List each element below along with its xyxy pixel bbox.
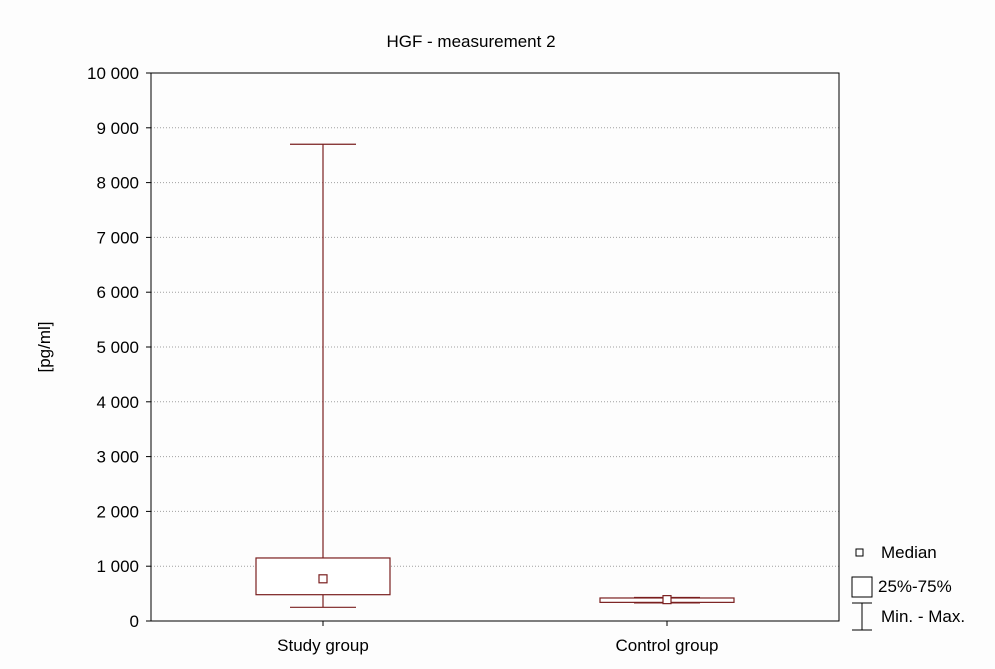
chart-title: HGF - measurement 2: [386, 32, 555, 51]
y-tick-label: 10 000: [87, 64, 139, 83]
y-tick-label: 7 000: [96, 228, 139, 247]
y-tick-label: 3 000: [96, 448, 139, 467]
y-tick-label: 1 000: [96, 557, 139, 576]
box-group: [599, 595, 735, 605]
legend: Median 25%-75% Min. - Max.: [851, 543, 965, 631]
median-marker: [318, 574, 328, 584]
y-axis-label: [pg/ml]: [35, 321, 54, 372]
legend-box-marker: [851, 576, 873, 598]
x-tick-label: Control group: [615, 636, 718, 655]
legend-box-label: 25%-75%: [878, 577, 952, 596]
legend-median-marker: [855, 548, 864, 557]
y-tick-label: 9 000: [96, 119, 139, 138]
y-tick-label: 8 000: [96, 174, 139, 193]
legend-median-label: Median: [881, 543, 937, 562]
legend-whisker-label: Min. - Max.: [881, 607, 965, 626]
y-tick-label: 4 000: [96, 393, 139, 412]
x-axis-ticks: Study group Control group: [277, 621, 719, 655]
y-tick-label: 6 000: [96, 283, 139, 302]
y-tick-label: 5 000: [96, 338, 139, 357]
box-plot-series: [255, 143, 735, 608]
y-tick-label: 0: [130, 612, 139, 631]
gridlines: [151, 127, 839, 567]
median-marker: [662, 595, 672, 605]
y-axis-ticks: 0 1 000 2 000 3 000 4 000 5 000 6 000 7 000 8 00…: [87, 64, 151, 631]
x-tick-label: Study group: [277, 636, 369, 655]
plot-area-border: [150, 72, 840, 622]
y-tick-label: 2 000: [96, 502, 139, 521]
box-group: [255, 143, 391, 608]
